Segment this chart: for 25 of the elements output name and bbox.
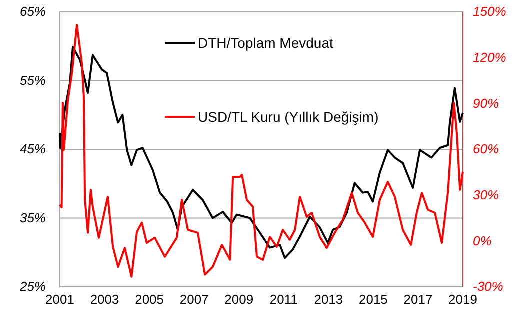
y2-tick-label: 120%	[473, 50, 506, 65]
x-tick-label: 2017	[404, 292, 433, 308]
y2-tick-label: 60%	[473, 142, 500, 157]
x-tick-label: 2007	[180, 292, 209, 308]
x-tick-label: 2013	[314, 292, 344, 308]
x-tick-label: 2019	[448, 292, 478, 308]
line-series	[59, 24, 464, 278]
y-tick-label: 35%	[20, 210, 46, 226]
legend-label: DTH/Toplam Mevduat	[198, 35, 334, 51]
x-tick-label: 2015	[358, 292, 388, 308]
y2-tick-label: 150%	[473, 4, 506, 20]
y2-tick-label: 90%	[473, 96, 500, 111]
x-tick-label: 2001	[46, 292, 74, 308]
y2-tick-label: -30%	[473, 279, 504, 294]
y2-tick-label: 0%	[473, 233, 492, 248]
y-tick-label: 55%	[20, 72, 46, 88]
y-tick-label: 65%	[20, 4, 46, 20]
y-tick-label: 45%	[20, 142, 46, 157]
legend-label: USD/TL Kuru (Yıllık Değişim)	[198, 109, 379, 125]
x-tick-label: 2005	[135, 292, 164, 308]
x-tick-label: 2009	[224, 292, 254, 308]
x-tick-label: 2011	[270, 292, 298, 308]
y2-tick-label: 30%	[473, 187, 500, 202]
x-tick-label: 2003	[90, 292, 120, 308]
y-tick-label: 25%	[18, 279, 46, 294]
